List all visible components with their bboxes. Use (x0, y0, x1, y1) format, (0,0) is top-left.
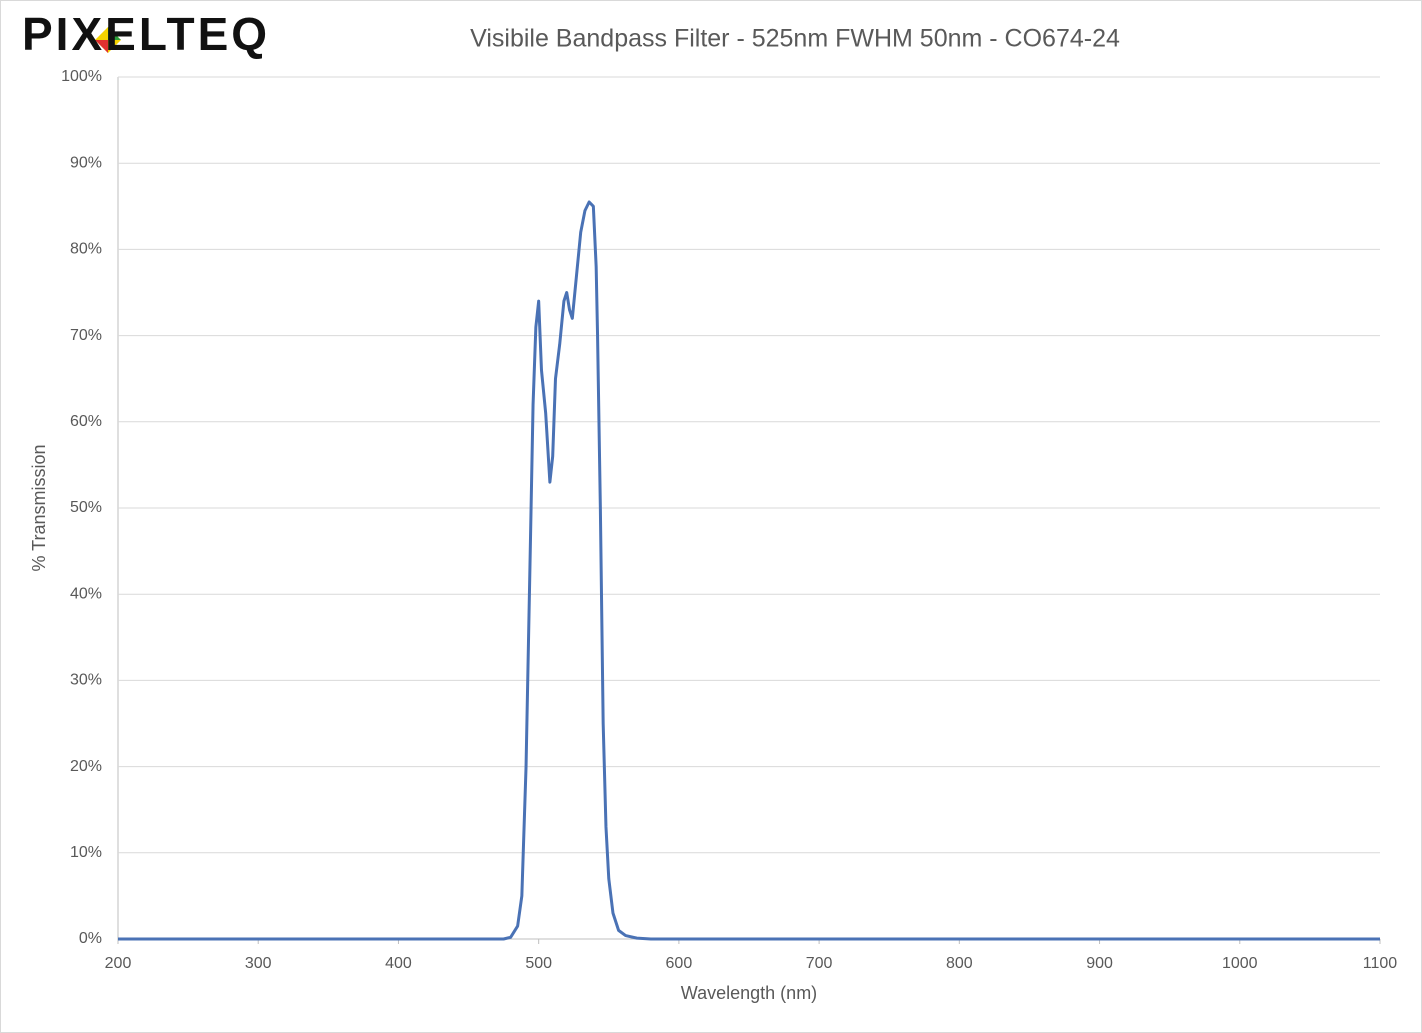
y-axis-label: % Transmission (29, 444, 49, 571)
chart-title: Visibile Bandpass Filter - 525nm FWHM 50… (470, 25, 1120, 53)
x-tick-label: 900 (1086, 955, 1113, 972)
y-tick-label: 90% (70, 154, 102, 171)
y-tick-label: 100% (61, 68, 102, 85)
y-tick-label: 10% (70, 844, 102, 861)
x-tick-label: 800 (946, 955, 973, 972)
x-tick-label: 400 (385, 955, 412, 972)
x-tick-label: 1000 (1222, 955, 1258, 972)
y-tick-label: 40% (70, 585, 102, 602)
x-tick-label: 300 (245, 955, 272, 972)
y-tick-label: 60% (70, 413, 102, 430)
series-line (118, 200, 1380, 941)
y-tick-label: 30% (70, 672, 102, 689)
y-tick-label: 0% (79, 930, 102, 947)
x-tick-label: 1100 (1363, 955, 1398, 972)
x-tick-label: 600 (666, 955, 693, 972)
y-tick-label: 80% (70, 241, 102, 258)
x-tick-label: 500 (525, 955, 552, 972)
y-tick-label: 50% (70, 499, 102, 516)
y-tick-label: 20% (70, 758, 102, 775)
x-tick-label: 200 (105, 955, 132, 972)
x-tick-label: 700 (806, 955, 833, 972)
logo: PIXELTEQ (22, 8, 270, 60)
y-tick-label: 70% (70, 327, 102, 344)
logo-mark (95, 27, 121, 53)
x-axis-label: Wavelength (nm) (681, 983, 817, 1003)
